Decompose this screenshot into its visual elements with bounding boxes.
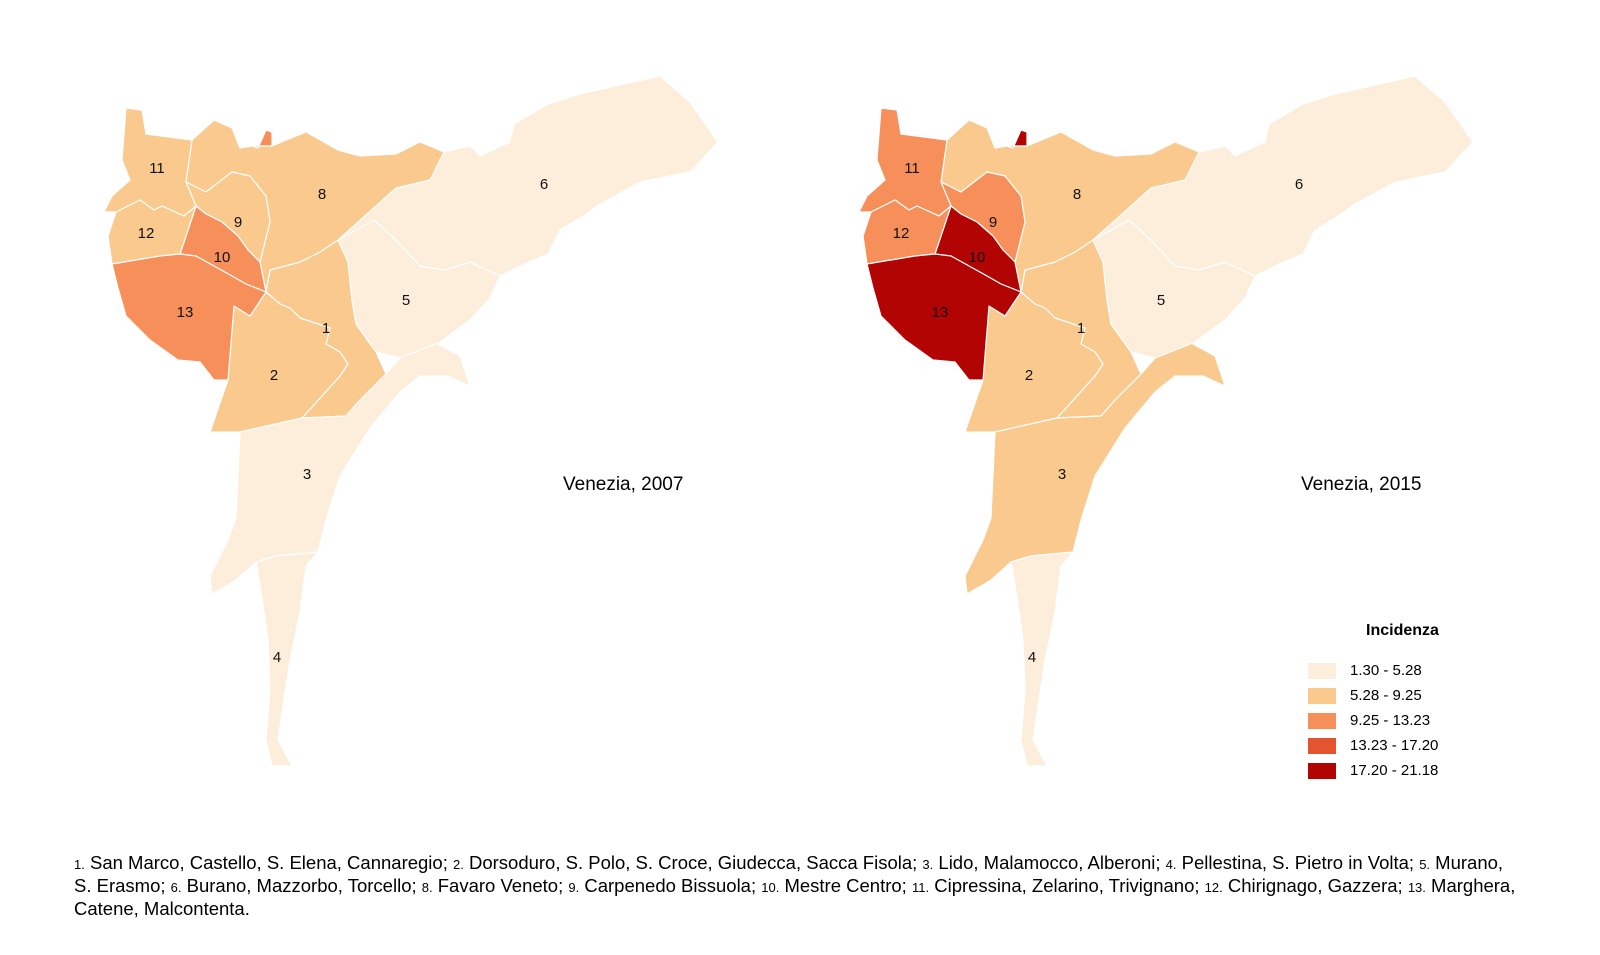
legend-label: 17.20 - 21.18 — [1350, 762, 1439, 779]
zone-9-label: 9 — [234, 214, 242, 231]
legend-swatch — [1308, 662, 1336, 679]
zone-2-area — [209, 291, 349, 433]
zone-4-label: 4 — [273, 649, 281, 666]
zone-12-area — [862, 199, 952, 265]
caption-zone-name: Chirignago, Gazzera; — [1222, 875, 1408, 896]
legend-swatch — [1308, 762, 1336, 779]
caption-zone-number: 10. — [761, 880, 780, 895]
legend-items: 1.30 - 5.28 5.28 - 9.25 9.25 - 13.23 13.23 … — [1308, 658, 1508, 783]
caption-zone-number: 12. — [1204, 880, 1223, 895]
zone-4-area — [255, 551, 319, 767]
legend-label: 5.28 - 9.25 — [1350, 687, 1422, 704]
legend-swatch — [1308, 737, 1336, 754]
caption-zone-number: 11. — [911, 880, 930, 895]
caption-zone-name: Burano, Mazzorbo, Torcello; — [181, 875, 422, 896]
zone-5-label: 5 — [402, 292, 410, 309]
caption-zone-name: Cipressina, Zelarino, Trivignano; — [929, 875, 1205, 896]
zone-3-area — [209, 341, 471, 595]
caption-zone-name: Murano, S. Erasmo; — [74, 852, 1504, 896]
caption-zone-name: Carpenedo Bissuola; — [579, 875, 762, 896]
zone-4-area — [1010, 551, 1074, 767]
zone-6-label: 6 — [540, 176, 548, 193]
zone-6-label: 6 — [1295, 176, 1303, 193]
caption-zone-name: San Marco, Castello, S. Elena, Cannaregi… — [84, 852, 453, 873]
legend-label: 1.30 - 5.28 — [1350, 662, 1422, 679]
zone-7-area — [1006, 129, 1028, 149]
zone-2-area — [964, 291, 1104, 433]
zone-2-label: 2 — [270, 367, 278, 384]
caption-zone-number: 8. — [421, 880, 433, 895]
zone-4-label: 4 — [1028, 649, 1036, 666]
caption-zone-name: Dorsoduro, S. Polo, S. Croce, Giudecca, … — [463, 852, 923, 873]
zone-13-label: 13 — [932, 304, 949, 321]
caption-zone-number: 1. — [74, 857, 85, 872]
caption-zone-number: 4. — [1165, 857, 1177, 872]
zone-6-area — [337, 75, 719, 277]
zone-12-area — [107, 199, 197, 265]
zone-11-label: 11 — [149, 160, 165, 177]
zone-8-label: 8 — [1073, 186, 1081, 203]
zone-3-area — [964, 341, 1226, 595]
zone-3-label: 3 — [303, 466, 311, 483]
legend-label: 9.25 - 13.23 — [1350, 712, 1431, 729]
zone-2-label: 2 — [1025, 367, 1033, 384]
zone-13-area — [866, 253, 1022, 381]
zone-12-label: 12 — [893, 225, 910, 242]
legend: Incidenza 1.30 - 5.28 5.28 - 9.25 9.25 - 1… — [1308, 622, 1508, 783]
caption-zone-number: 5. — [1419, 857, 1431, 872]
map-2015: 1 2 3 4 5 6 8 9 10 11 12 13 — [755, 0, 1555, 820]
zone-1-label: 1 — [322, 320, 330, 337]
caption-zone-name: Favaro Veneto; — [432, 875, 569, 896]
zone-11-label: 11 — [904, 160, 920, 177]
zone-13-label: 13 — [177, 304, 194, 321]
legend-swatch — [1308, 687, 1336, 704]
zone-10-label: 10 — [214, 249, 231, 266]
zone-7-area — [251, 129, 273, 149]
caption-zone-name: Pellestina, S. Pietro in Volta; — [1176, 852, 1420, 873]
caption-zone-number: 2. — [452, 857, 464, 872]
legend-item: 5.28 - 9.25 — [1308, 683, 1508, 708]
legend-item: 1.30 - 5.28 — [1308, 658, 1508, 683]
caption-zone-number: 9. — [568, 880, 580, 895]
zone-9-label: 9 — [989, 214, 997, 231]
zone-1-label: 1 — [1077, 320, 1085, 337]
map-2007: 1 2 3 4 5 6 8 9 10 11 12 13 — [0, 0, 800, 820]
caption-zone-number: 3. — [922, 857, 934, 872]
legend-item: 17.20 - 21.18 — [1308, 758, 1508, 783]
legend-title: Incidenza — [1366, 622, 1439, 639]
zone-5-label: 5 — [1157, 292, 1165, 309]
legend-item: 9.25 - 13.23 — [1308, 708, 1508, 733]
zone-12-label: 12 — [138, 225, 155, 242]
zone-3-label: 3 — [1058, 466, 1066, 483]
zone-13-area — [111, 253, 267, 381]
zone-8-label: 8 — [318, 186, 326, 203]
caption-zone-name: Lido, Malamocco, Alberoni; — [933, 852, 1166, 873]
legend-label: 13.23 - 17.20 — [1350, 737, 1439, 754]
zone-10-label: 10 — [969, 249, 986, 266]
legend-item: 13.23 - 17.20 — [1308, 733, 1508, 758]
caption-zone-number: 6. — [170, 880, 182, 895]
zone-caption: 1. San Marco, Castello, S. Elena, Cannar… — [74, 852, 1524, 919]
legend-swatch — [1308, 712, 1336, 729]
caption-zone-name: Marghera, Catene, Malcontenta. — [74, 875, 1516, 919]
caption-zone-name: Mestre Centro; — [779, 875, 912, 896]
caption-zone-number: 13. — [1407, 880, 1426, 895]
map-title-2007: Venezia, 2007 — [563, 474, 684, 495]
map-title-2015: Venezia, 2015 — [1301, 474, 1422, 495]
zone-6-area — [1092, 75, 1474, 277]
